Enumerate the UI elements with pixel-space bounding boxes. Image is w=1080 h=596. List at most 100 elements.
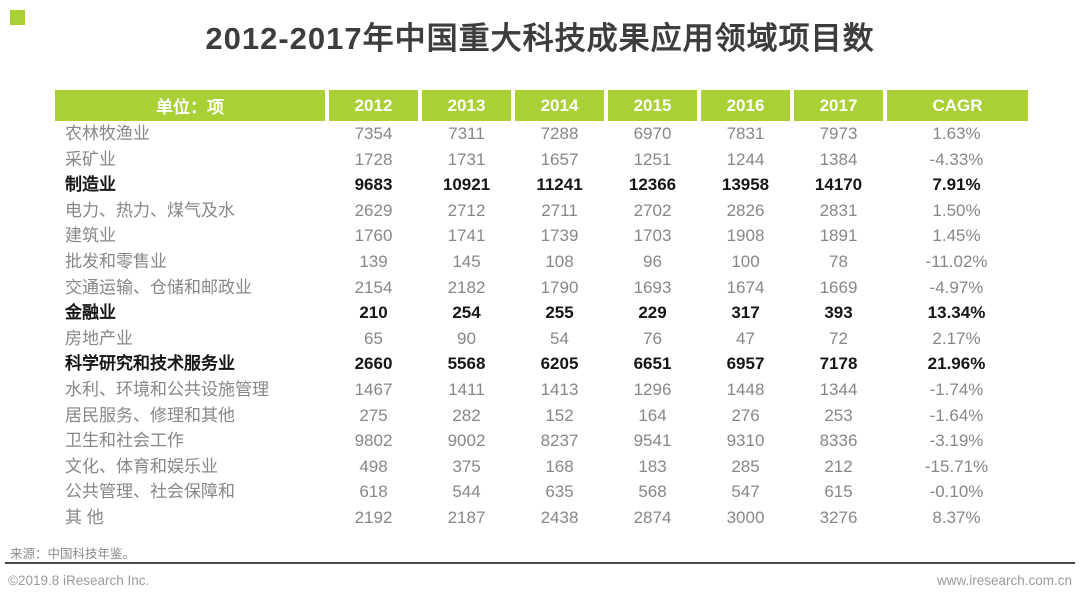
row-value: 11241 <box>536 175 583 195</box>
row-value: 145 <box>452 251 481 271</box>
data-table: 单位：项 2012 2013 2014 2015 2016 2017 CAGR 农林牧渔业 73… <box>55 90 1028 531</box>
row-value: 9683 <box>354 175 393 195</box>
row-value: 1731 <box>447 149 486 169</box>
table-header-row: 单位：项 2012 2013 2014 2015 2016 2017 CAGR <box>55 90 1028 121</box>
table-row: 公共管理、社会保障和 618 544 635 568 547 615 -0.10% <box>55 479 1028 505</box>
row-value: 2831 <box>819 200 858 220</box>
row-value: 1908 <box>726 226 765 246</box>
row-value: 1790 <box>540 277 579 297</box>
row-value: 1891 <box>819 226 858 246</box>
row-value: 7288 <box>540 124 579 143</box>
row-value: 2874 <box>633 507 672 527</box>
row-cagr: 1.45% <box>932 226 981 246</box>
table-row: 居民服务、修理和其他 275 282 152 164 276 253 -1.64% <box>55 403 1028 429</box>
row-category: 交通运输、仓储和邮政业 <box>65 277 252 297</box>
column-header-2012: 2012 <box>325 90 420 121</box>
table-row: 制造业 9683 10921 11241 12366 13958 14170 7.91% <box>55 172 1028 198</box>
column-header-cagr: CAGR <box>883 90 1028 121</box>
row-value: 12366 <box>628 175 677 195</box>
row-value: 96 <box>643 251 662 271</box>
table-row: 房地产业 65 90 54 76 47 72 2.17% <box>55 326 1028 352</box>
row-value: 544 <box>452 482 481 502</box>
table-row: 水利、环境和公共设施管理 1467 1411 1413 1296 1448 1344 -1.7… <box>55 377 1028 403</box>
table-row: 金融业 210 254 255 229 317 393 13.34% <box>55 300 1028 326</box>
page-title: 2012-2017年中国重大科技成果应用领域项目数 <box>205 21 875 56</box>
row-category: 金融业 <box>65 303 116 323</box>
row-cagr: 1.63% <box>932 124 981 143</box>
row-value: 254 <box>452 303 481 323</box>
row-value: 1674 <box>726 277 765 297</box>
row-value: 1693 <box>633 277 672 297</box>
row-cagr: 2.17% <box>932 328 981 348</box>
row-cagr: 7.91% <box>932 175 981 195</box>
row-value: 72 <box>829 328 848 348</box>
row-value: 1703 <box>633 226 672 246</box>
source-note: 来源：中国科技年鉴。 <box>10 547 136 561</box>
row-value: 47 <box>736 328 755 348</box>
row-value: 568 <box>638 482 667 502</box>
data-table-container: 单位：项 2012 2013 2014 2015 2016 2017 CAGR 农林牧渔业 73… <box>55 90 1028 531</box>
column-header-2017: 2017 <box>790 90 885 121</box>
row-value: 253 <box>824 405 853 425</box>
column-header-2016: 2016 <box>697 90 792 121</box>
row-value: 2629 <box>354 200 393 220</box>
row-cagr: 21.96% <box>927 354 986 374</box>
row-value: 164 <box>638 405 667 425</box>
row-category: 制造业 <box>65 175 116 195</box>
row-cagr: -1.74% <box>929 379 984 399</box>
row-category: 批发和零售业 <box>65 251 167 271</box>
row-value: 65 <box>364 328 383 348</box>
table-row: 科学研究和技术服务业 2660 5568 6205 6651 6957 7178 21.96% <box>55 351 1028 377</box>
row-value: 285 <box>731 456 760 476</box>
row-value: 317 <box>731 303 760 323</box>
row-category: 卫生和社会工作 <box>65 431 184 451</box>
row-value: 2826 <box>726 200 765 220</box>
table-row: 采矿业 1728 1731 1657 1251 1244 1384 -4.33% <box>55 147 1028 173</box>
row-cagr: -1.64% <box>929 405 984 425</box>
row-category: 电力、热力、煤气及水 <box>65 200 235 220</box>
footer-website: www.iresearch.com.cn <box>936 573 1072 588</box>
row-value: 100 <box>731 251 760 271</box>
row-value: 210 <box>359 303 388 323</box>
table-row: 电力、热力、煤气及水 2629 2712 2711 2702 2826 2831 1.50% <box>55 198 1028 224</box>
row-value: 212 <box>824 456 853 476</box>
footer-copyright: ©2019.8 iResearch Inc. <box>8 573 150 588</box>
row-value: 8237 <box>540 431 579 451</box>
row-value: 2702 <box>633 200 672 220</box>
row-value: 7178 <box>819 354 858 374</box>
row-value: 6205 <box>540 354 579 374</box>
row-cagr: 8.37% <box>932 507 981 527</box>
row-value: 9310 <box>726 431 765 451</box>
row-value: 5568 <box>447 354 486 374</box>
row-value: 229 <box>638 303 667 323</box>
row-value: 90 <box>457 328 476 348</box>
row-value: 1251 <box>633 149 672 169</box>
row-value: 76 <box>643 328 662 348</box>
row-value: 108 <box>545 251 574 271</box>
row-value: 618 <box>359 482 388 502</box>
row-value: 2182 <box>447 277 486 297</box>
row-value: 152 <box>545 405 574 425</box>
row-value: 1760 <box>354 226 393 246</box>
row-category: 采矿业 <box>65 149 116 169</box>
row-cagr: -4.97% <box>929 277 984 297</box>
table-row: 建筑业 1760 1741 1739 1703 1908 1891 1.45% <box>55 223 1028 249</box>
row-value: 139 <box>359 251 388 271</box>
column-header-2013: 2013 <box>418 90 513 121</box>
row-value: 1344 <box>819 379 858 399</box>
row-value: 7354 <box>354 124 393 143</box>
row-value: 6957 <box>726 354 765 374</box>
row-value: 2154 <box>354 277 393 297</box>
row-category: 建筑业 <box>65 226 116 246</box>
row-category: 水利、环境和公共设施管理 <box>65 379 269 399</box>
row-value: 2712 <box>447 200 486 220</box>
row-cagr: -15.71% <box>924 456 989 476</box>
row-value: 2192 <box>354 507 393 527</box>
row-value: 10921 <box>442 175 491 195</box>
row-value: 276 <box>731 405 760 425</box>
row-category: 科学研究和技术服务业 <box>65 354 235 374</box>
row-value: 2711 <box>541 200 578 220</box>
row-value: 1657 <box>540 149 579 169</box>
table-row: 卫生和社会工作 9802 9002 8237 9541 9310 8336 -3.19% <box>55 428 1028 454</box>
row-value: 9541 <box>633 431 672 451</box>
